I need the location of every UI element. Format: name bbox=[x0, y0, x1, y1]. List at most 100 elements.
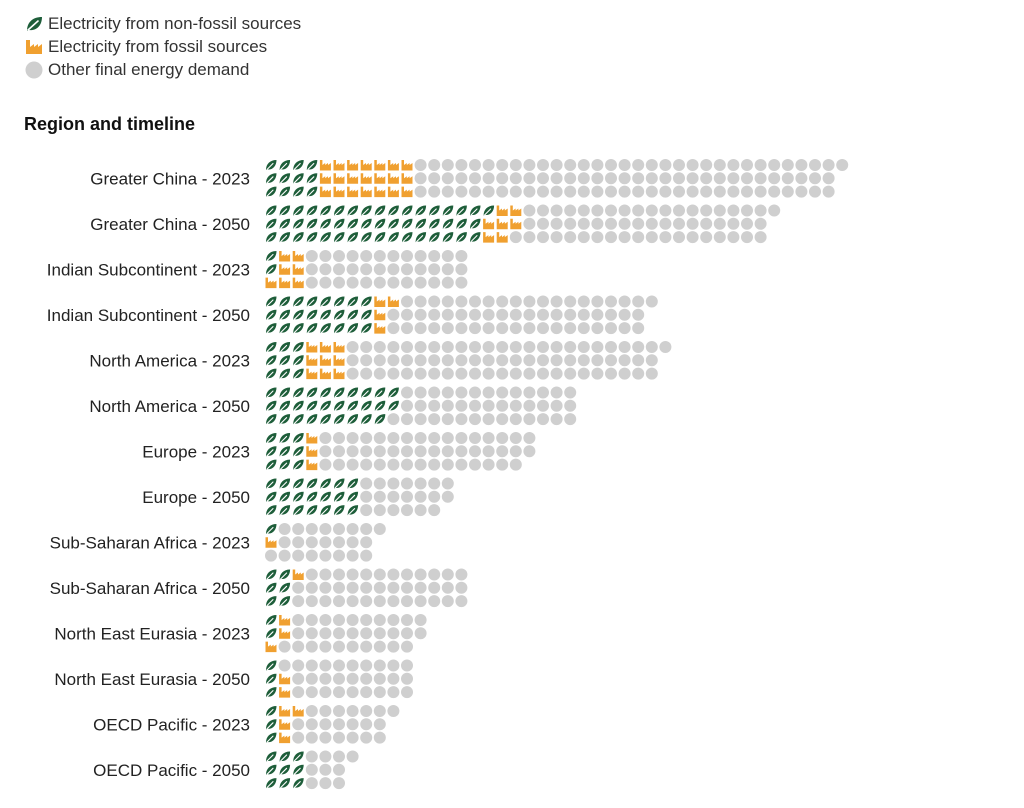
circle-icon bbox=[577, 341, 590, 353]
leaf-icon bbox=[347, 387, 359, 398]
circle-icon bbox=[292, 686, 305, 699]
circle-icon bbox=[537, 354, 549, 367]
circle-icon bbox=[754, 231, 767, 244]
circle-icon bbox=[577, 185, 590, 198]
circle-icon bbox=[360, 672, 373, 685]
factory-icon bbox=[279, 277, 291, 289]
leaf-icon bbox=[374, 232, 386, 243]
circle-icon bbox=[387, 263, 400, 276]
circle-icon bbox=[387, 672, 400, 685]
circle-icon bbox=[428, 263, 441, 276]
circle-icon bbox=[414, 413, 427, 426]
factory-icon bbox=[279, 706, 291, 717]
chart-row: Europe - 2050 bbox=[142, 477, 454, 517]
circle-icon bbox=[673, 231, 685, 244]
circle-icon bbox=[577, 308, 590, 321]
circle-icon bbox=[482, 413, 495, 426]
leaf-icon bbox=[334, 400, 345, 411]
leaf-icon bbox=[279, 160, 291, 171]
circle-icon bbox=[713, 217, 726, 230]
circle-icon bbox=[360, 458, 373, 471]
circle-icon bbox=[509, 231, 522, 244]
chart-row: Greater China - 2050 bbox=[90, 204, 781, 244]
circle-icon bbox=[591, 354, 604, 367]
circle-icon bbox=[482, 159, 495, 171]
circle-icon bbox=[401, 490, 413, 503]
circle-icon bbox=[319, 250, 332, 262]
circle-icon bbox=[292, 731, 305, 744]
factory-icon bbox=[292, 277, 304, 289]
legend-item-other: Other final energy demand bbox=[24, 58, 301, 81]
circle-icon bbox=[496, 399, 509, 412]
circle-icon bbox=[373, 705, 386, 717]
circle-icon bbox=[523, 367, 536, 380]
leaf-icon bbox=[293, 296, 304, 307]
leaf-icon bbox=[266, 342, 277, 353]
circle-icon bbox=[401, 672, 413, 685]
leaf-icon bbox=[279, 582, 291, 593]
circle-icon bbox=[577, 217, 590, 230]
circle-icon bbox=[305, 276, 318, 289]
circle-icon bbox=[305, 595, 318, 608]
circle-icon bbox=[401, 295, 413, 308]
circle-icon bbox=[428, 399, 441, 412]
circle-icon bbox=[305, 536, 318, 549]
circle-icon bbox=[577, 159, 590, 171]
circle-icon bbox=[292, 627, 305, 640]
circle-icon bbox=[809, 159, 821, 171]
chart-row: Indian Subcontinent - 2050 bbox=[47, 295, 658, 335]
leaf-icon bbox=[266, 186, 277, 197]
leaf-icon bbox=[415, 205, 427, 216]
circle-icon bbox=[509, 367, 522, 380]
circle-icon bbox=[577, 367, 590, 380]
factory-icon bbox=[319, 186, 331, 198]
leaf-icon bbox=[456, 205, 467, 216]
circle-icon bbox=[401, 308, 413, 321]
leaf-icon bbox=[388, 232, 399, 243]
circle-icon bbox=[441, 490, 454, 503]
circle-icon bbox=[618, 308, 631, 321]
circle-icon bbox=[509, 159, 522, 171]
circle-icon bbox=[333, 250, 345, 262]
factory-icon bbox=[333, 368, 345, 380]
circle-icon bbox=[346, 568, 359, 581]
circle-icon bbox=[387, 276, 400, 289]
circle-icon bbox=[387, 705, 400, 717]
factory-icon bbox=[279, 687, 291, 698]
circle-icon bbox=[795, 159, 808, 171]
circle-icon bbox=[360, 445, 373, 458]
circle-icon bbox=[441, 445, 454, 458]
leaf-icon bbox=[306, 218, 318, 229]
circle-icon bbox=[278, 536, 291, 549]
circle-icon bbox=[618, 341, 631, 353]
circle-icon bbox=[333, 672, 345, 685]
circle-icon bbox=[550, 308, 563, 321]
circle-icon bbox=[373, 445, 386, 458]
circle-icon bbox=[319, 595, 332, 608]
circle-icon bbox=[319, 777, 332, 790]
circle-icon bbox=[469, 386, 481, 399]
circle-icon bbox=[550, 172, 563, 185]
row-label: OECD Pacific - 2050 bbox=[93, 761, 250, 780]
circle-icon bbox=[537, 341, 549, 353]
circle-icon bbox=[373, 659, 386, 672]
circle-icon bbox=[319, 731, 332, 744]
circle-icon bbox=[550, 354, 563, 367]
factory-icon bbox=[306, 355, 318, 366]
circle-icon bbox=[414, 185, 427, 198]
factory-icon bbox=[279, 615, 291, 626]
circle-icon bbox=[360, 640, 373, 653]
chart-row: North East Eurasia - 2023 bbox=[54, 614, 427, 653]
circle-icon bbox=[754, 217, 767, 230]
circle-icon bbox=[387, 432, 400, 444]
circle-icon bbox=[333, 458, 345, 471]
circle-icon bbox=[455, 432, 468, 444]
leaf-icon bbox=[470, 205, 481, 216]
factory-icon bbox=[401, 173, 413, 184]
circle-icon bbox=[673, 204, 685, 217]
factory-icon bbox=[347, 160, 359, 171]
circle-icon bbox=[333, 432, 345, 444]
circle-icon bbox=[441, 432, 454, 444]
leaf-icon bbox=[374, 387, 386, 398]
circle-icon bbox=[564, 308, 577, 321]
